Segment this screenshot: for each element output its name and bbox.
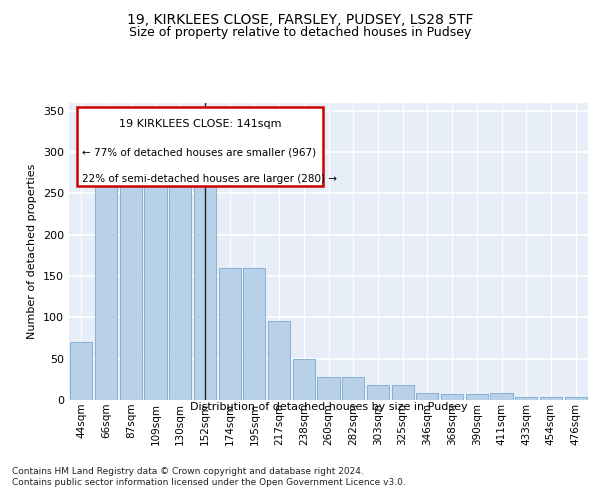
Text: 19, KIRKLEES CLOSE, FARSLEY, PUDSEY, LS28 5TF: 19, KIRKLEES CLOSE, FARSLEY, PUDSEY, LS2…: [127, 12, 473, 26]
FancyBboxPatch shape: [77, 107, 323, 186]
Bar: [565, 396, 587, 400]
Bar: [119, 185, 142, 400]
Bar: [416, 392, 439, 400]
Bar: [95, 185, 117, 400]
Bar: [293, 358, 315, 400]
Bar: [218, 268, 241, 400]
Bar: [392, 385, 414, 400]
Text: 22% of semi-detached houses are larger (280) →: 22% of semi-detached houses are larger (…: [82, 174, 337, 184]
Y-axis label: Number of detached properties: Number of detached properties: [28, 164, 37, 339]
Bar: [540, 396, 562, 400]
Bar: [367, 385, 389, 400]
Bar: [243, 268, 265, 400]
Bar: [194, 181, 216, 400]
Text: Contains HM Land Registry data © Crown copyright and database right 2024.
Contai: Contains HM Land Registry data © Crown c…: [12, 468, 406, 487]
Bar: [70, 342, 92, 400]
Bar: [466, 394, 488, 400]
Bar: [515, 396, 538, 400]
Text: Distribution of detached houses by size in Pudsey: Distribution of detached houses by size …: [190, 402, 467, 412]
Bar: [441, 394, 463, 400]
Bar: [342, 377, 364, 400]
Bar: [169, 181, 191, 400]
Bar: [490, 392, 512, 400]
Bar: [145, 158, 167, 400]
Text: 19 KIRKLEES CLOSE: 141sqm: 19 KIRKLEES CLOSE: 141sqm: [119, 119, 281, 129]
Bar: [317, 377, 340, 400]
Bar: [268, 322, 290, 400]
Text: ← 77% of detached houses are smaller (967): ← 77% of detached houses are smaller (96…: [82, 147, 316, 157]
Text: Size of property relative to detached houses in Pudsey: Size of property relative to detached ho…: [129, 26, 471, 39]
